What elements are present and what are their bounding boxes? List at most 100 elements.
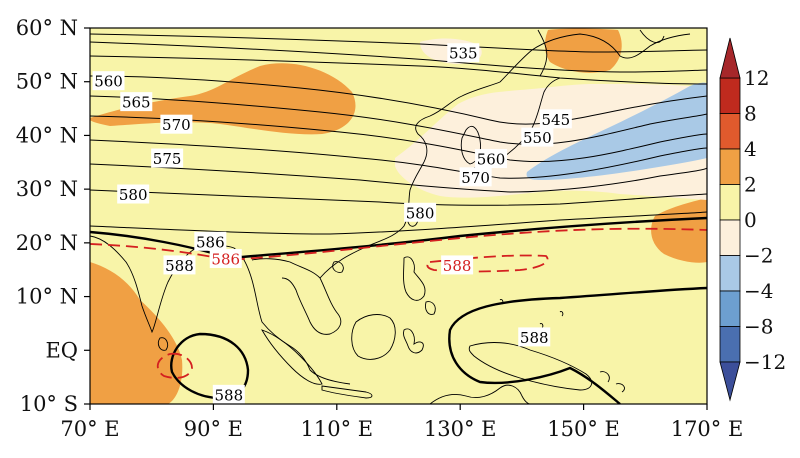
contour-label-bg — [518, 327, 551, 347]
contour-label-bg — [447, 43, 480, 63]
colorbar-segment — [719, 184, 741, 221]
contour-label-bg — [194, 231, 227, 251]
contour-label-bg — [459, 167, 492, 187]
map-frame — [89, 27, 708, 405]
contour-label: 545 — [539, 109, 572, 129]
shading-positive-western-ocean — [90, 262, 183, 404]
coastline-borneo — [351, 314, 396, 360]
contour-label-text: 560 — [477, 151, 506, 169]
colorbar-segment — [719, 113, 741, 150]
contour-label: 588 — [163, 255, 196, 275]
contour-label-text: 580 — [406, 204, 435, 222]
contour-label: 565 — [120, 92, 153, 112]
contour-label-text: 588 — [520, 329, 549, 347]
colorbar-tick-label: −12 — [744, 350, 786, 374]
contour-label-text: 575 — [153, 150, 182, 168]
contour-label: 580 — [404, 202, 437, 222]
contour-label-bg — [163, 255, 196, 275]
contour-label-text: 586 — [211, 250, 240, 268]
contour-label-text: 545 — [542, 111, 571, 129]
contour-label-text: 580 — [119, 186, 148, 204]
lat-tick-label: 40° N — [16, 123, 78, 147]
contour-line-586 — [90, 211, 707, 235]
colorbar-tick-label: 8 — [744, 102, 757, 126]
lat-tick-label: 50° N — [16, 70, 78, 94]
lat-tick-label: 20° N — [16, 231, 78, 255]
contour-label-bg — [441, 255, 474, 275]
colorbar-bottom-arrow — [719, 361, 741, 402]
colorbar-top-arrow — [719, 37, 741, 79]
lon-tick-label: 170° E — [671, 417, 744, 441]
contour-label-bg — [539, 109, 572, 129]
coastline-australia-north — [429, 384, 531, 404]
lat-tick-label: 10° S — [20, 392, 78, 416]
contour-label: 588 — [441, 255, 474, 275]
contour-label-text: 570 — [162, 116, 191, 134]
contour-label-text: 550 — [523, 129, 552, 147]
coastline-indochina — [251, 258, 342, 335]
contour-label-text: 535 — [449, 45, 478, 63]
contour-label-bg — [521, 127, 554, 147]
contour-label: 586 — [209, 248, 242, 268]
latitude-axis: 60° N 50° N 40° N 30° N 20° N 10° N EQ 10° S — [16, 16, 90, 416]
contour-label-bg — [404, 202, 437, 222]
contour-label-text: 570 — [461, 169, 490, 187]
colorbar: 12 8 4 2 0 −2 −4 −8 −12 — [719, 37, 786, 402]
contour-label: 535 — [447, 43, 480, 63]
lon-tick-label: 110° E — [301, 417, 374, 441]
contour-line-535 — [90, 55, 707, 85]
contour-label-text: 588 — [165, 257, 194, 275]
coastline-solomon — [599, 371, 625, 393]
coastline-bay-of-bengal-east — [195, 245, 351, 385]
anomaly-shading — [90, 28, 707, 404]
colorbar-segment — [719, 219, 741, 256]
contour-label-bg — [117, 184, 150, 204]
contour-label: 560 — [92, 71, 125, 91]
colorbar-segment — [719, 255, 741, 292]
contour-label: 570 — [160, 114, 193, 134]
coastline-sri-lanka — [157, 337, 169, 351]
coastline-okhotsk-north — [499, 33, 691, 83]
coastline-hainan — [332, 261, 344, 273]
contour-label: 580 — [117, 184, 150, 204]
anomaly-contour-indian-ocean — [156, 352, 193, 379]
colorbar-segment — [719, 77, 741, 114]
contour-588-main — [90, 216, 707, 260]
contour-label: 570 — [459, 167, 492, 187]
coastline-india — [90, 235, 197, 334]
colorbar-segment — [719, 290, 741, 327]
anomaly-contours — [90, 227, 707, 379]
contour-line-580a — [90, 163, 707, 193]
coastline-java — [321, 385, 373, 399]
contour-label-bg — [120, 92, 153, 112]
colorbar-tick-label: 0 — [744, 208, 757, 232]
contour-588-south-pacific — [448, 286, 707, 404]
colorbar-tick-label: −4 — [744, 279, 773, 303]
contour-label: 586 — [194, 231, 227, 251]
contour-label-text: 560 — [94, 73, 123, 91]
coastline-sulawesi — [403, 328, 424, 354]
lat-tick-label: 10° N — [16, 285, 78, 309]
contour-label-bg — [475, 149, 508, 169]
lon-tick-label: 130° E — [424, 417, 497, 441]
colorbar-tick-label: 2 — [744, 173, 757, 197]
contour-line-580 — [90, 189, 707, 206]
contour-label-bg — [209, 248, 242, 268]
colorbar-segment — [719, 326, 741, 363]
lon-tick-label: 70° E — [60, 417, 119, 441]
coastline-kamchatka — [639, 29, 665, 43]
coastline-philippines — [403, 256, 436, 315]
anomaly-contour-586 — [90, 227, 707, 261]
shading-positive-north-india — [90, 63, 356, 135]
colorbar-tick-label: −2 — [744, 244, 773, 268]
longitude-axis: 70° E 90° E 110° E 130° E 150° E 170° E — [60, 404, 743, 441]
contour-line-2 — [90, 41, 707, 73]
contour-label-text: 565 — [122, 94, 151, 112]
colorbar-tick-label: 12 — [744, 66, 769, 90]
coastline-china-south — [319, 161, 425, 279]
anomaly-contour-588-west-pacific — [426, 254, 549, 273]
lon-tick-label: 150° E — [547, 417, 620, 441]
